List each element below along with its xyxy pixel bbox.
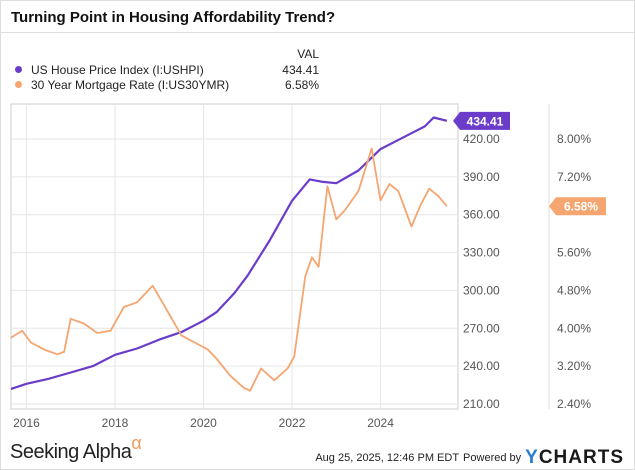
footer-attribution: Aug 25, 2025, 12:46 PM EDT Powered by YC… xyxy=(315,447,624,469)
legend-label: 30 Year Mortgage Rate (I:US30YMR) xyxy=(31,77,230,92)
x-axis-tick: 2016 xyxy=(13,416,40,430)
right-axis-tick: 8.00% xyxy=(557,132,591,146)
series-line-1 xyxy=(10,147,448,392)
chart-title: Turning Point in Housing Affordability T… xyxy=(11,9,336,26)
legend-item-hpi[interactable]: US House Price Index (I:USHPI) 434.41 xyxy=(15,62,319,77)
legend-dot-icon xyxy=(15,81,22,88)
legend-value: 6.58% xyxy=(284,77,319,92)
plot-area: 210.00 2.40% 240.00 3.20% 270.00 4.00% 300.00 4… xyxy=(10,103,606,430)
seeking-alpha-logo: Seeking Alphaα xyxy=(10,433,142,463)
last-value-flag xyxy=(549,197,606,216)
right-axis-tick: 4.00% xyxy=(557,321,591,335)
left-axis-tick: 360.00 xyxy=(463,208,500,222)
legend-dot-icon xyxy=(15,66,22,73)
powered-by: Powered by xyxy=(463,452,522,464)
legend-label: US House Price Index (I:USHPI) xyxy=(31,62,204,77)
ycharts-logo: YCHARTS xyxy=(525,447,624,468)
x-axis-tick: 2020 xyxy=(190,416,217,430)
last-value-flag xyxy=(453,111,510,130)
left-axis-tick: 390.00 xyxy=(463,170,500,184)
x-axis-tick: 2018 xyxy=(102,416,129,430)
right-axis-tick: 5.60% xyxy=(557,246,591,260)
timestamp: Aug 25, 2025, 12:46 PM EDT xyxy=(315,452,460,464)
series-line-0 xyxy=(10,116,448,390)
left-axis-tick: 300.00 xyxy=(463,283,500,297)
left-axis-tick: 270.00 xyxy=(463,321,500,335)
left-axis-tick: 240.00 xyxy=(463,359,500,373)
x-axis-tick: 2022 xyxy=(279,416,306,430)
legend-val-header: VAL xyxy=(297,47,319,61)
last-value-label: 434.41 xyxy=(467,114,504,128)
left-axis-tick: 330.00 xyxy=(463,246,500,260)
right-axis-tick: 4.80% xyxy=(557,283,591,297)
legend: VAL US House Price Index (I:USHPI) 434.4… xyxy=(15,47,319,92)
last-value-label: 6.58% xyxy=(564,200,598,214)
plot-frame xyxy=(10,103,459,410)
divider xyxy=(1,32,634,33)
left-axis-tick: 210.00 xyxy=(463,397,500,411)
x-axis-tick: 2024 xyxy=(367,416,394,430)
right-axis-tick: 7.20% xyxy=(557,170,591,184)
legend-item-mortgage[interactable]: 30 Year Mortgage Rate (I:US30YMR) 6.58% xyxy=(15,77,319,92)
legend-value: 434.41 xyxy=(282,62,319,77)
right-axis-tick: 3.20% xyxy=(557,359,591,373)
right-axis-tick: 2.40% xyxy=(557,397,591,411)
left-axis-tick: 420.00 xyxy=(463,132,500,146)
